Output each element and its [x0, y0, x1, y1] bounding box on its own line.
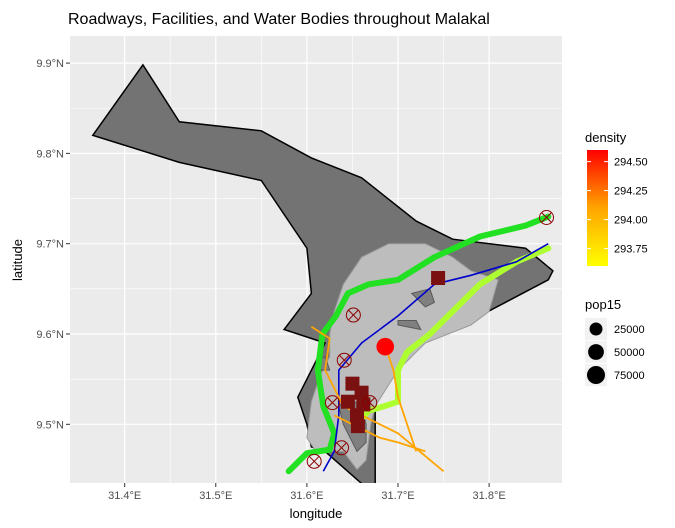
density-cell [350, 419, 365, 434]
density-legend-label: 294.00 [614, 215, 648, 227]
y-tick-label: 9.8°N [36, 148, 64, 160]
density-cell [431, 271, 446, 286]
pop-legend-dot [587, 366, 605, 384]
density-cell [350, 408, 364, 423]
y-axis-title: latitude [10, 239, 25, 281]
legend-density-title: density [585, 130, 627, 145]
y-axis: 9.5°N 9.6°N 9.7°N 9.8°N 9.9°N [36, 58, 70, 431]
density-legend-label: 294.25 [614, 186, 648, 198]
x-tick-label: 31.4°E [108, 490, 141, 502]
y-tick-label: 9.9°N [36, 58, 64, 70]
legend-pop15: pop15 25000 50000 75000 [585, 297, 645, 386]
x-tick-label: 31.7°E [381, 490, 414, 502]
x-axis: 31.4°E 31.5°E 31.6°E 31.7°E 31.8°E [108, 483, 506, 502]
pop-legend-label: 75000 [614, 370, 645, 382]
facility-marker [334, 440, 350, 456]
legend-density: density 294.50 294.25 294.00 293.75 [585, 130, 648, 266]
pop-legend-dot [589, 322, 603, 336]
water-body [397, 320, 422, 331]
y-tick-label: 9.6°N [36, 329, 64, 341]
secondary-road [354, 245, 552, 428]
legend-pop15-title: pop15 [585, 297, 621, 312]
density-cell [354, 385, 369, 400]
population-point [376, 337, 395, 356]
density-cell [340, 394, 355, 409]
x-axis-title: longitude [290, 506, 343, 521]
facility-markers [306, 210, 555, 469]
primary-road [285, 213, 552, 475]
density-legend-label: 294.50 [614, 157, 648, 169]
pop-legend-dot [588, 344, 604, 360]
y-tick-label: 9.5°N [36, 419, 64, 431]
facility-marker [336, 352, 352, 368]
facility-marker [362, 395, 378, 411]
facility-marker [324, 395, 340, 411]
population-points [376, 337, 395, 356]
density-legend-label: 293.75 [614, 244, 648, 256]
y-tick-label: 9.7°N [36, 239, 64, 251]
facility-marker [345, 307, 361, 323]
pop-legend-label: 25000 [614, 324, 645, 336]
x-tick-label: 31.6°E [290, 490, 323, 502]
facility-marker [539, 210, 555, 226]
x-tick-label: 31.5°E [199, 490, 232, 502]
x-tick-label: 31.8°E [473, 490, 506, 502]
facility-marker [306, 453, 322, 469]
density-colorbar [587, 150, 608, 266]
minor-road [383, 342, 418, 452]
chart-title: Roadways, Facilities, and Water Bodies t… [68, 11, 490, 28]
pop-legend-label: 50000 [614, 347, 645, 359]
river-line [322, 243, 549, 472]
